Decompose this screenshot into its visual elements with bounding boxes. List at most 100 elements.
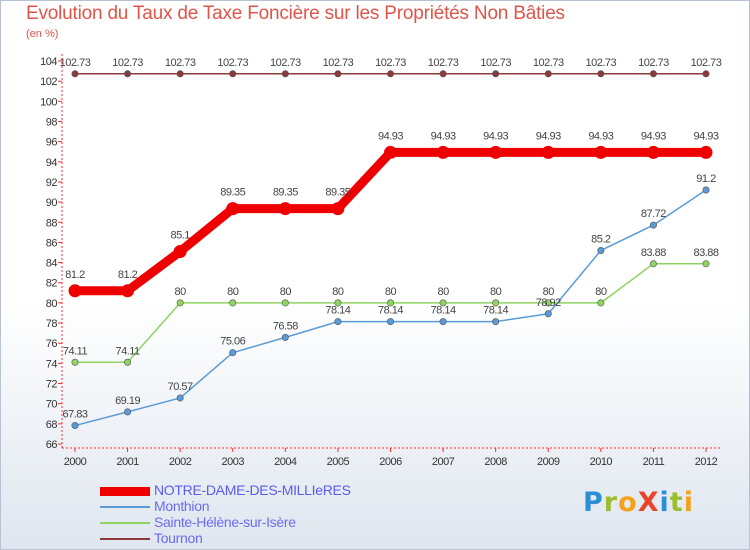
legend-swatch bbox=[100, 522, 150, 524]
point-labels-layer: 67.83 69.19 70.57 75.06 76.58 78.14 78.14 78.14… bbox=[60, 57, 723, 421]
y-tick-label: 90 bbox=[46, 197, 58, 209]
logo-letter: r bbox=[603, 487, 619, 518]
data-label-notre-dame-des-millieres: 94.93 bbox=[378, 130, 403, 142]
data-label-notre-dame-des-millieres: 94.93 bbox=[693, 130, 718, 142]
y-tick-label: 92 bbox=[46, 177, 58, 189]
x-tick-label: 2010 bbox=[590, 456, 613, 468]
y-tick-label: 74 bbox=[46, 358, 58, 370]
logo-letter: X bbox=[637, 487, 660, 518]
data-label-notre-dame-des-millieres: 94.93 bbox=[483, 130, 508, 142]
data-point-notre-dame-des-millieres bbox=[68, 284, 82, 298]
data-label-notre-dame-des-millieres: 85.1 bbox=[170, 229, 190, 241]
data-point-notre-dame-des-millieres bbox=[173, 244, 187, 258]
y-tick-label: 68 bbox=[46, 419, 58, 431]
data-label-monthion: 76.58 bbox=[273, 320, 298, 332]
data-point-tournon bbox=[702, 70, 710, 78]
y-tick-label: 84 bbox=[46, 258, 58, 270]
y-tick-label: 72 bbox=[46, 379, 58, 391]
y-tick-label: 80 bbox=[46, 298, 58, 310]
data-label-sainte-h-l-ne-sur-is-re: 80 bbox=[543, 286, 555, 298]
x-tick-label: 2006 bbox=[379, 456, 402, 468]
x-tick-label: 2002 bbox=[169, 456, 192, 468]
data-label-sainte-h-l-ne-sur-is-re: 80 bbox=[175, 286, 187, 298]
x-tick-label: 2001 bbox=[116, 456, 139, 468]
y-tick-label: 98 bbox=[46, 116, 58, 128]
data-point-sainte-h-l-ne-sur-is-re bbox=[649, 260, 657, 268]
data-label-tournon: 102.73 bbox=[270, 57, 301, 69]
data-point-tournon bbox=[492, 70, 500, 78]
data-label-monthion: 78.14 bbox=[325, 305, 350, 317]
data-label-monthion: 91.2 bbox=[696, 173, 716, 185]
data-label-monthion: 78.14 bbox=[483, 305, 508, 317]
x-tick-label: 2008 bbox=[484, 456, 507, 468]
x-tick-label: 2005 bbox=[327, 456, 350, 468]
legend-label: Tournon bbox=[154, 530, 203, 546]
y-tick-label: 96 bbox=[46, 137, 58, 149]
data-point-notre-dame-des-millieres bbox=[699, 145, 713, 159]
logo-letter: o bbox=[618, 487, 638, 518]
data-point-sainte-h-l-ne-sur-is-re bbox=[386, 299, 394, 307]
data-label-sainte-h-l-ne-sur-is-re: 80 bbox=[227, 286, 239, 298]
data-label-monthion: 78.92 bbox=[536, 297, 561, 309]
data-label-notre-dame-des-millieres: 89.35 bbox=[325, 187, 350, 199]
data-point-sainte-h-l-ne-sur-is-re bbox=[334, 299, 342, 307]
data-point-notre-dame-des-millieres bbox=[541, 145, 555, 159]
data-point-monthion bbox=[544, 310, 552, 318]
data-point-tournon bbox=[386, 70, 394, 78]
x-tick-label: 2004 bbox=[274, 456, 297, 468]
data-label-sainte-h-l-ne-sur-is-re: 80 bbox=[490, 286, 502, 298]
data-label-monthion: 70.57 bbox=[168, 381, 193, 393]
data-point-sainte-h-l-ne-sur-is-re bbox=[281, 299, 289, 307]
data-point-notre-dame-des-millieres bbox=[384, 145, 397, 159]
data-label-monthion: 78.14 bbox=[378, 305, 403, 317]
data-point-tournon bbox=[649, 70, 657, 78]
x-tick-label: 2011 bbox=[643, 456, 665, 468]
data-point-monthion bbox=[334, 318, 342, 326]
data-label-tournon: 102.73 bbox=[60, 57, 91, 69]
data-label-notre-dame-des-millieres: 94.93 bbox=[641, 130, 666, 142]
data-point-monthion bbox=[439, 318, 447, 326]
data-point-monthion bbox=[176, 394, 184, 402]
data-point-tournon bbox=[124, 70, 132, 78]
logo-letter: t bbox=[669, 487, 684, 518]
proxiti-logo: ProXiti bbox=[583, 487, 694, 518]
data-label-notre-dame-des-millieres: 94.93 bbox=[588, 130, 613, 142]
y-tick-label: 78 bbox=[46, 318, 58, 330]
data-point-monthion bbox=[386, 318, 394, 326]
data-label-sainte-h-l-ne-sur-is-re: 83.88 bbox=[641, 247, 666, 259]
data-label-monthion: 87.72 bbox=[641, 208, 666, 220]
data-point-sainte-h-l-ne-sur-is-re bbox=[124, 358, 132, 366]
data-point-sainte-h-l-ne-sur-is-re bbox=[702, 260, 710, 268]
data-label-monthion: 67.83 bbox=[62, 409, 87, 421]
y-tick-label: 70 bbox=[46, 399, 58, 411]
data-point-tournon bbox=[229, 70, 237, 78]
data-label-monthion: 69.19 bbox=[115, 395, 140, 407]
data-label-sainte-h-l-ne-sur-is-re: 80 bbox=[385, 286, 397, 298]
data-label-tournon: 102.73 bbox=[638, 57, 669, 69]
chart-title: Evolution du Taux de Taxe Foncière sur l… bbox=[26, 3, 565, 24]
data-point-tournon bbox=[597, 70, 605, 78]
data-label-notre-dame-des-millieres: 81.2 bbox=[65, 269, 85, 281]
x-tick-label: 2003 bbox=[222, 456, 245, 468]
data-label-tournon: 102.73 bbox=[165, 57, 196, 69]
data-point-sainte-h-l-ne-sur-is-re bbox=[229, 299, 237, 307]
data-label-tournon: 102.73 bbox=[428, 57, 459, 69]
y-tick-label: 100 bbox=[40, 96, 57, 108]
data-point-tournon bbox=[176, 70, 184, 78]
data-point-monthion bbox=[492, 318, 500, 326]
y-tick-label: 88 bbox=[46, 217, 58, 229]
data-point-sainte-h-l-ne-sur-is-re bbox=[71, 358, 79, 366]
data-point-notre-dame-des-millieres bbox=[121, 284, 135, 298]
x-tick-label: 2000 bbox=[64, 456, 87, 468]
data-label-monthion: 75.06 bbox=[220, 336, 245, 348]
y-tick-label: 102 bbox=[40, 76, 57, 88]
data-point-tournon bbox=[334, 70, 342, 78]
data-point-notre-dame-des-millieres bbox=[226, 202, 240, 216]
data-point-monthion bbox=[71, 422, 79, 430]
y-tick-label: 82 bbox=[46, 278, 58, 290]
chart-axes: 66 68 70 72 74 76 78 80 82 84 86 88 90 92 94 96 98 100 102… bbox=[40, 54, 722, 468]
logo-letter: P bbox=[583, 487, 604, 518]
logo-letter: i bbox=[683, 487, 694, 518]
series-line-notre-dame-des-millieres bbox=[70, 147, 711, 296]
legend-label: NOTRE-DAME-DES-MILLIeRES bbox=[154, 482, 351, 498]
